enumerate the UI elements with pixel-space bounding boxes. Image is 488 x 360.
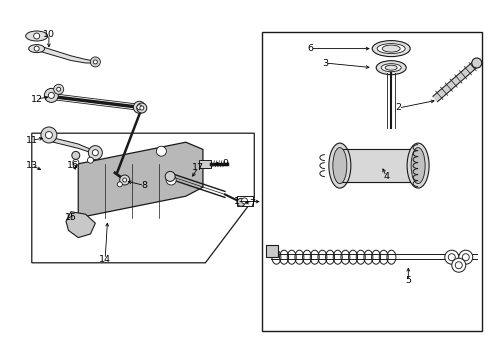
Circle shape <box>48 93 54 98</box>
Circle shape <box>57 87 61 91</box>
Ellipse shape <box>375 61 406 75</box>
Circle shape <box>461 254 468 261</box>
Circle shape <box>120 175 129 185</box>
Polygon shape <box>432 60 478 102</box>
Text: 13: 13 <box>26 161 38 170</box>
Ellipse shape <box>382 45 399 52</box>
Circle shape <box>454 262 461 269</box>
Ellipse shape <box>471 58 481 68</box>
Circle shape <box>45 131 52 139</box>
Text: 11: 11 <box>26 136 38 145</box>
Text: 17: 17 <box>192 163 203 172</box>
Bar <box>261 32 481 331</box>
Circle shape <box>34 46 39 51</box>
Bar <box>236 196 252 206</box>
Circle shape <box>241 198 247 204</box>
Text: 14: 14 <box>99 255 111 264</box>
Circle shape <box>447 254 454 261</box>
Text: 12: 12 <box>31 94 42 104</box>
Ellipse shape <box>410 148 424 184</box>
Circle shape <box>165 171 175 181</box>
Text: 8: 8 <box>141 181 147 190</box>
Polygon shape <box>32 133 254 263</box>
Ellipse shape <box>385 65 396 70</box>
Circle shape <box>122 178 126 182</box>
Text: 9: 9 <box>222 159 227 168</box>
Text: 7: 7 <box>248 199 254 208</box>
Circle shape <box>444 250 458 264</box>
Polygon shape <box>339 149 417 182</box>
Ellipse shape <box>26 31 47 41</box>
Circle shape <box>93 60 97 64</box>
Polygon shape <box>49 137 95 154</box>
Text: 3: 3 <box>322 58 327 68</box>
Text: 1: 1 <box>234 197 240 206</box>
Circle shape <box>34 33 40 39</box>
Bar <box>266 246 278 257</box>
Circle shape <box>140 106 143 110</box>
Circle shape <box>137 103 146 113</box>
Ellipse shape <box>407 143 428 188</box>
Ellipse shape <box>381 64 400 72</box>
Polygon shape <box>37 45 95 63</box>
Text: 10: 10 <box>43 30 55 39</box>
Ellipse shape <box>29 45 44 53</box>
Ellipse shape <box>328 143 350 188</box>
Circle shape <box>41 127 57 143</box>
Circle shape <box>451 258 465 272</box>
Circle shape <box>458 250 472 264</box>
Circle shape <box>90 57 100 67</box>
Circle shape <box>44 89 58 102</box>
Polygon shape <box>78 142 203 218</box>
Text: 2: 2 <box>395 104 401 112</box>
Text: 4: 4 <box>383 172 388 181</box>
Text: 16: 16 <box>67 161 79 170</box>
Ellipse shape <box>371 41 409 57</box>
Circle shape <box>166 175 176 185</box>
Circle shape <box>137 105 142 110</box>
Text: 6: 6 <box>307 44 313 53</box>
Circle shape <box>73 159 79 165</box>
Circle shape <box>117 182 122 187</box>
Text: 15: 15 <box>65 213 77 222</box>
Circle shape <box>133 101 145 113</box>
Circle shape <box>54 84 63 94</box>
Bar <box>199 160 211 168</box>
Text: 5: 5 <box>405 276 410 285</box>
Ellipse shape <box>376 44 405 54</box>
Circle shape <box>237 198 244 206</box>
Circle shape <box>72 152 80 159</box>
Circle shape <box>87 157 93 163</box>
Circle shape <box>156 146 166 156</box>
Circle shape <box>92 150 98 156</box>
Polygon shape <box>66 212 95 238</box>
Circle shape <box>88 146 102 159</box>
Ellipse shape <box>332 148 346 184</box>
